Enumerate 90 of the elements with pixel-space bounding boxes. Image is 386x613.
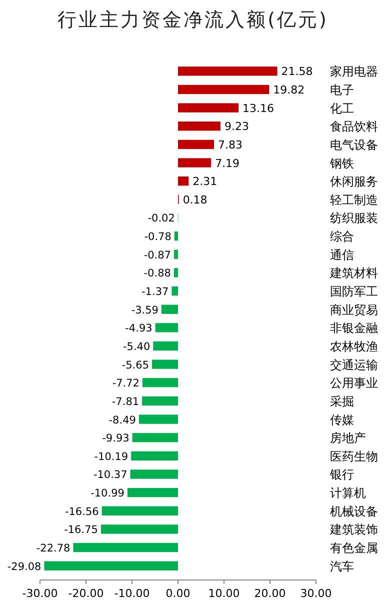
data-label: -0.87 [144,249,171,262]
data-label: -7.81 [112,396,140,408]
data-label: -9.93 [102,432,130,445]
data-label: -16.56 [64,506,100,518]
y-tick-label: 建筑装饰 [329,522,378,537]
x-tick-label: 10.00 [208,587,240,600]
bar [138,414,178,424]
data-label: -3.59 [131,304,158,316]
y-tick-label: 钢铁 [329,156,354,170]
data-label: -0.78 [144,231,172,244]
data-label: -0.02 [148,212,175,225]
data-label: -10.37 [93,469,128,482]
chart-title: 行业主力资金净流入额(亿元) [58,9,328,31]
y-tick-label: 综合 [330,230,354,244]
x-tick-label: 30.00 [300,587,332,600]
data-label: -7.72 [112,378,140,390]
y-tick-label: 交通运输 [330,358,378,372]
data-label: -1.37 [142,286,169,298]
y-tick-label: 化工 [330,101,354,116]
y-tick-label: 机械设备 [330,504,378,518]
bar [178,140,214,150]
data-label: 21.58 [281,65,313,78]
y-tick-label: 电子 [330,82,354,97]
y-tick-label: 计算机 [330,486,366,500]
data-label: 7.19 [215,156,240,170]
data-label: 7.83 [218,138,243,152]
bar [178,122,220,131]
data-label: -22.78 [36,542,70,555]
bar [44,561,178,570]
y-tick-label: 纺织服装 [330,211,378,226]
bar [132,433,178,442]
bar [127,488,178,498]
bar [178,176,189,186]
y-tick-label: 休闲服务 [330,174,378,189]
data-label: 9.23 [224,120,249,134]
bar [131,451,178,460]
y-tick-label: 非银金融 [330,321,378,336]
bar [142,378,178,388]
bar [178,84,270,94]
bar [102,506,178,516]
data-label: -4.93 [125,322,152,335]
x-tick-label: -30.00 [22,587,58,600]
bar [142,396,178,406]
bar [73,542,178,552]
data-label: -5.40 [122,340,150,353]
data-label: 13.16 [242,102,274,115]
y-tick-label: 有色金属 [330,541,378,556]
y-tick-label: 公用事业 [330,376,378,390]
y-tick-label: 房地产 [330,431,366,446]
bar [100,524,178,534]
x-tick-label: -10.00 [114,587,150,600]
bar [178,158,212,168]
bar [153,341,178,351]
bar [178,103,239,112]
bar [174,250,178,259]
bar [178,66,278,76]
y-tick-label: 家用电器 [330,64,378,79]
x-tick-label: 0.00 [166,587,190,600]
data-label: -10.99 [90,488,124,500]
y-tick-label: 商业贸易 [330,302,378,317]
y-tick-label: 通信 [330,248,354,262]
y-tick-label: 农林牧渔 [330,339,378,354]
y-tick-label: 食品饮料 [330,120,378,134]
data-label: -5.65 [122,359,150,372]
bar [172,286,178,296]
bar [130,470,178,479]
data-label: -10.19 [94,450,128,463]
y-tick-label: 建筑材料 [329,266,378,280]
bar [174,231,178,241]
x-tick-label: -20.00 [68,587,104,600]
bar [174,268,178,278]
y-tick-label: 轻工制造 [330,192,378,207]
y-tick-label: 采掘 [330,394,354,408]
data-label: -16.75 [64,524,98,536]
y-tick-label: 汽车 [330,559,354,574]
y-tick-label: 国防军工 [330,284,378,299]
bar [152,360,178,369]
data-label: 0.18 [182,193,208,206]
data-label: -8.49 [108,414,136,426]
data-label: -29.08 [7,560,42,573]
y-tick-label: 电气设备 [330,138,378,152]
x-tick-label: 20.00 [254,587,286,600]
y-tick-label: 传媒 [330,412,354,427]
data-label: -0.88 [144,268,171,280]
data-label: 2.31 [192,175,218,188]
bar [161,304,178,314]
data-label: 19.82 [273,83,305,96]
bar [155,323,178,332]
y-tick-label: 银行 [329,468,354,482]
y-tick-label: 医药生物 [330,449,378,464]
